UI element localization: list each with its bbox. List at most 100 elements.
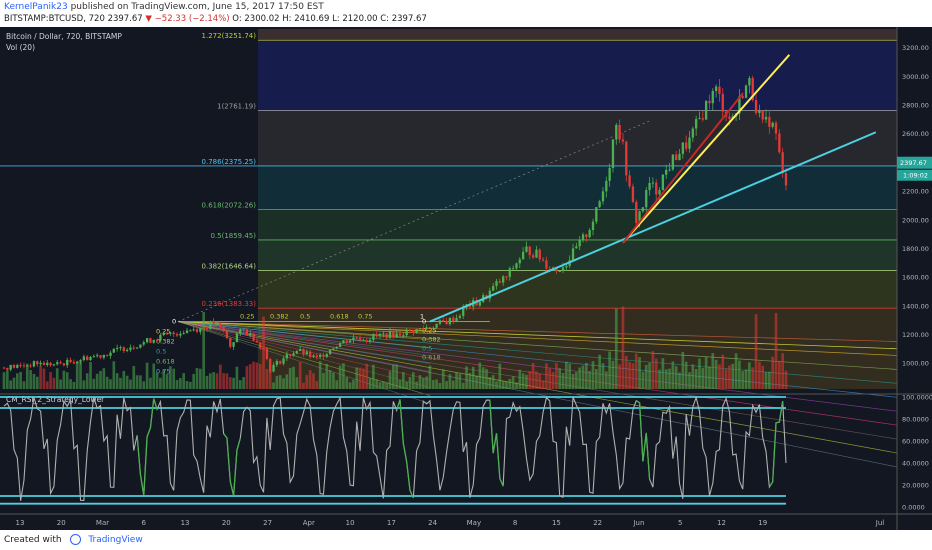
volume-bar bbox=[385, 382, 389, 389]
candle-body bbox=[235, 333, 239, 342]
published-text: published on TradingView.com, June 15, 2… bbox=[70, 2, 324, 12]
candle-body bbox=[405, 329, 408, 336]
volume-bar bbox=[455, 372, 458, 389]
candle-body bbox=[272, 364, 275, 372]
candle-body bbox=[698, 118, 701, 120]
candle-body bbox=[618, 124, 621, 140]
volume-bar bbox=[382, 381, 385, 389]
candle-body bbox=[738, 96, 741, 114]
candle-body bbox=[99, 355, 102, 358]
volume-bar bbox=[152, 363, 156, 389]
candle-body bbox=[328, 350, 332, 355]
candle-body bbox=[212, 321, 215, 324]
candle-body bbox=[581, 234, 585, 240]
volume-bar bbox=[45, 381, 49, 389]
publish-line: KernelPanik23 published on TradingView.c… bbox=[4, 2, 324, 12]
candle-body bbox=[119, 347, 122, 349]
price-change: −52.33 (−2.14%) bbox=[154, 14, 230, 24]
volume-bar bbox=[298, 361, 302, 389]
volume-bar bbox=[758, 361, 761, 389]
volume-bar bbox=[192, 373, 196, 389]
chart-svg[interactable]: 1.272(3251.74) 1(2761.19) 0.786(2375.25) 0.… bbox=[0, 27, 932, 530]
candle-body bbox=[56, 362, 59, 365]
fan-left-label: 0.25 bbox=[156, 328, 170, 336]
time-tick-label: Mar bbox=[96, 519, 109, 527]
volume-bar bbox=[345, 377, 349, 389]
candle-body bbox=[521, 251, 525, 260]
volume-bar bbox=[608, 351, 611, 389]
candle-body bbox=[665, 169, 668, 175]
candle-body bbox=[571, 248, 575, 261]
candle-body bbox=[145, 338, 149, 343]
candle-body bbox=[49, 362, 52, 366]
candle-body bbox=[292, 353, 295, 356]
volume-bar bbox=[401, 372, 405, 389]
volume-bar bbox=[189, 381, 192, 389]
candle-body bbox=[36, 361, 39, 365]
author-link[interactable]: KernelPanik23 bbox=[4, 2, 68, 12]
time-tick-label: Jul bbox=[875, 519, 885, 527]
fib-level-label: 1(2761.19) bbox=[217, 103, 256, 111]
candle-body bbox=[515, 263, 518, 269]
candle-body bbox=[638, 211, 641, 223]
volume-bar bbox=[368, 377, 372, 389]
volume-bar bbox=[618, 364, 621, 389]
candle-body bbox=[92, 356, 96, 358]
candle-body bbox=[368, 339, 372, 342]
volume-bar bbox=[718, 364, 721, 389]
chart-area[interactable]: 1.272(3251.74) 1(2761.19) 0.786(2375.25) 0.… bbox=[0, 27, 932, 530]
candle-body bbox=[508, 268, 511, 277]
volume-bar bbox=[112, 361, 116, 389]
candle-body bbox=[538, 249, 541, 260]
volume-bar bbox=[528, 371, 532, 389]
volume-bar bbox=[49, 372, 52, 389]
volume-bar bbox=[162, 369, 166, 389]
volume-bar bbox=[621, 306, 625, 389]
volume-bar bbox=[132, 365, 136, 389]
tradingview-link[interactable]: TradingView bbox=[88, 535, 143, 545]
candle-body bbox=[52, 364, 56, 366]
volume-bar bbox=[278, 375, 282, 389]
candle-body bbox=[435, 323, 438, 328]
volume-bar bbox=[355, 367, 359, 389]
candle-body bbox=[285, 354, 289, 359]
volume-bar bbox=[125, 375, 129, 389]
candle-body bbox=[741, 96, 744, 98]
candle-body bbox=[2, 367, 6, 369]
candle-body bbox=[518, 259, 521, 264]
candle-body bbox=[691, 128, 694, 138]
candle-body bbox=[761, 110, 764, 120]
candle-body bbox=[289, 354, 292, 356]
volume-bar bbox=[175, 380, 179, 389]
candle-body bbox=[308, 351, 312, 357]
volume-bar bbox=[425, 376, 428, 389]
candle-body bbox=[322, 355, 325, 357]
volume-bar bbox=[678, 372, 681, 389]
volume-bar bbox=[305, 375, 309, 389]
time-tick-label: 20 bbox=[57, 519, 66, 527]
volume-bar bbox=[488, 377, 492, 389]
volume-bar bbox=[182, 373, 186, 389]
yellow-trend-line bbox=[622, 54, 791, 244]
fib-zone bbox=[258, 270, 897, 309]
rsi-oversold-segment bbox=[768, 401, 784, 488]
candle-body bbox=[342, 340, 345, 344]
price-axis bbox=[897, 27, 932, 530]
rsi-oversold-segment bbox=[136, 398, 158, 496]
candle-body bbox=[744, 85, 748, 98]
volume-bar bbox=[378, 382, 382, 389]
rsi-oversold-segment bbox=[489, 400, 504, 487]
time-tick-label: 5 bbox=[678, 519, 682, 527]
volume-bar bbox=[119, 377, 122, 389]
volume-bar bbox=[738, 360, 741, 389]
candle-body bbox=[155, 339, 159, 341]
candle-body bbox=[199, 327, 202, 332]
time-tick-label: 6 bbox=[142, 519, 147, 527]
candle-body bbox=[149, 338, 152, 343]
candle-body bbox=[165, 333, 169, 335]
created-with-text: Created with bbox=[4, 535, 62, 545]
candle-body bbox=[312, 355, 315, 357]
candle-body bbox=[625, 141, 628, 176]
rsi-line bbox=[3, 395, 787, 501]
candle-body bbox=[195, 329, 199, 332]
